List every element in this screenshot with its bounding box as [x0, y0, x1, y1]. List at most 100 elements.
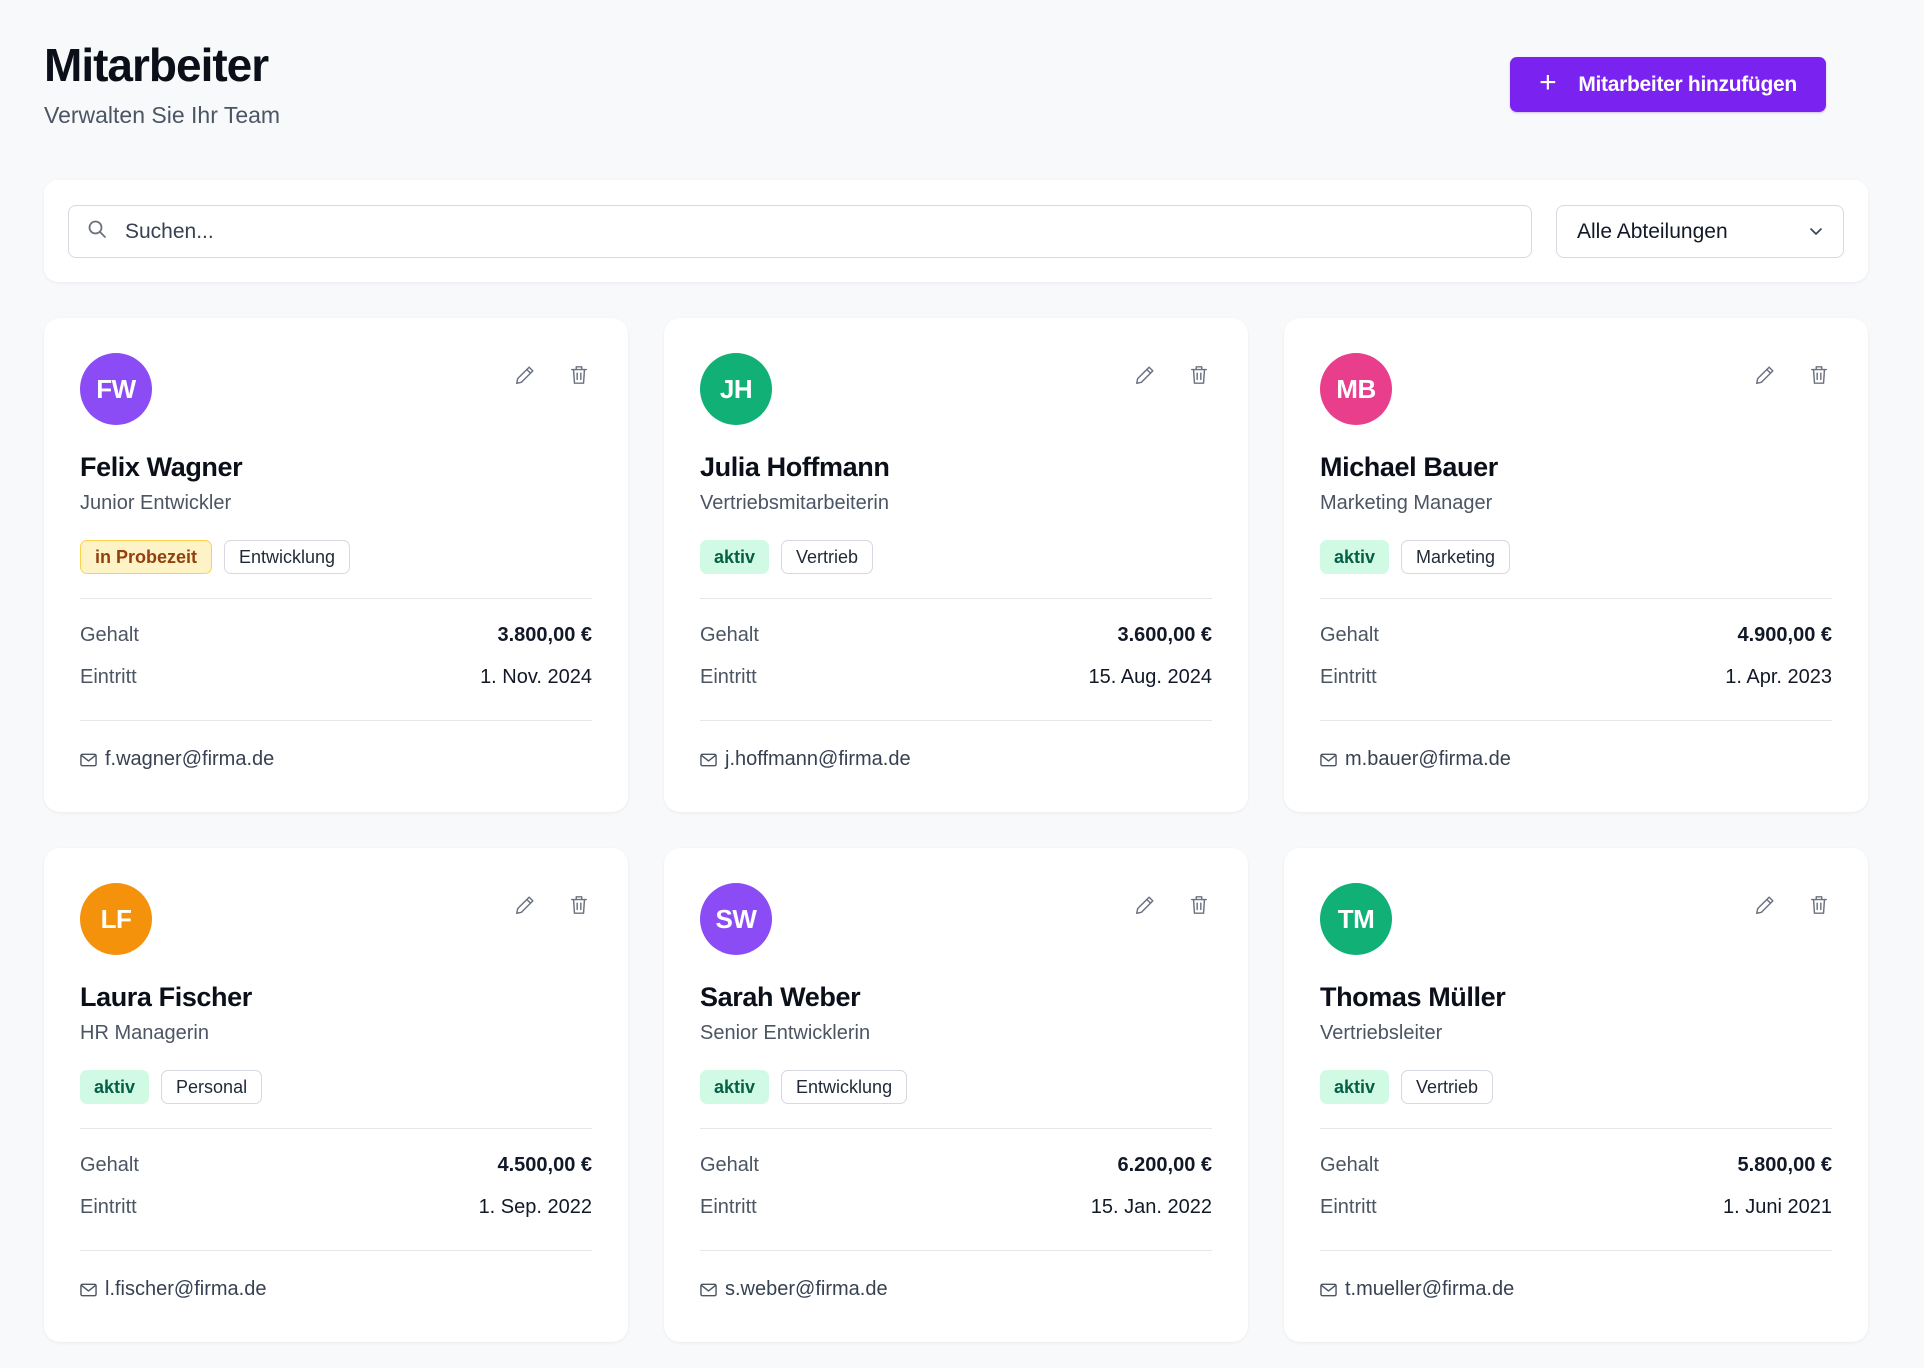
employee-role: HR Managerin — [80, 1022, 209, 1044]
search-input[interactable] — [125, 219, 1505, 244]
avatar-initials: JH — [719, 373, 753, 404]
employee-card: JH Julia Hoffmann Vertriebsmitarbeiterin… — [664, 318, 1248, 812]
delete-button[interactable] — [1806, 892, 1832, 918]
status-badge: aktiv — [700, 540, 770, 574]
email[interactable]: s.weber@firma.de — [700, 1278, 888, 1301]
card-actions — [512, 362, 592, 388]
delete-button[interactable] — [1186, 892, 1212, 918]
employee-card: LF Laura Fischer HR Managerin aktiv Pers… — [44, 848, 628, 1342]
avatar: MB — [1320, 353, 1392, 425]
employee-grid: FW Felix Wagner Junior Entwickler in Pro… — [44, 318, 1868, 1342]
salary-label: Gehalt — [1320, 1154, 1379, 1176]
card-actions — [1132, 362, 1212, 388]
salary-label: Gehalt — [700, 1154, 759, 1176]
avatar: JH — [700, 353, 772, 425]
edit-button[interactable] — [512, 892, 538, 918]
badges: in Probezeit Entwicklung — [80, 540, 351, 574]
email[interactable]: m.bauer@firma.de — [1320, 748, 1511, 771]
salary-row: Gehalt 6.200,00 € — [700, 1154, 1212, 1177]
salary-label: Gehalt — [700, 624, 759, 646]
divider — [80, 598, 592, 599]
email[interactable]: j.hoffmann@firma.de — [700, 748, 911, 771]
salary-row: Gehalt 4.900,00 € — [1320, 624, 1832, 647]
pencil-icon — [516, 896, 534, 914]
card-actions — [512, 892, 592, 918]
email-address: m.bauer@firma.de — [1345, 748, 1511, 770]
employee-role: Vertriebsmitarbeiterin — [700, 492, 889, 514]
trash-icon — [1811, 366, 1827, 384]
delete-button[interactable] — [566, 362, 592, 388]
salary-row: Gehalt 4.500,00 € — [80, 1154, 592, 1177]
card-actions — [1132, 892, 1212, 918]
start-date-row: Eintritt 1. Apr. 2023 — [1320, 666, 1832, 689]
start-date-value: 15. Aug. 2024 — [1088, 666, 1212, 688]
email[interactable]: t.mueller@firma.de — [1320, 1278, 1514, 1301]
salary-value: 6.200,00 € — [1117, 1154, 1212, 1176]
badges: aktiv Entwicklung — [700, 1070, 908, 1104]
divider — [80, 720, 592, 721]
pencil-icon — [1136, 366, 1154, 384]
employee-name: Julia Hoffmann — [700, 452, 890, 482]
avatar: SW — [700, 883, 772, 955]
email[interactable]: f.wagner@firma.de — [80, 748, 274, 771]
email[interactable]: l.fischer@firma.de — [80, 1278, 266, 1301]
delete-button[interactable] — [566, 892, 592, 918]
email-address: l.fischer@firma.de — [105, 1278, 267, 1300]
department-badge: Personal — [161, 1070, 263, 1104]
card-actions — [1752, 362, 1832, 388]
employee-card: MB Michael Bauer Marketing Manager aktiv… — [1284, 318, 1868, 812]
divider — [700, 720, 1212, 721]
avatar-initials: FW — [96, 373, 136, 404]
divider — [700, 1128, 1212, 1129]
employee-name: Thomas Müller — [1320, 982, 1506, 1012]
start-date-value: 1. Juni 2021 — [1723, 1196, 1832, 1218]
department-select[interactable]: Alle Abteilungen — [1556, 205, 1844, 258]
department-badge: Marketing — [1401, 540, 1511, 574]
start-date-row: Eintritt 1. Nov. 2024 — [80, 666, 592, 689]
status-badge: aktiv — [700, 1070, 770, 1104]
card-actions — [1752, 892, 1832, 918]
trash-icon — [1191, 366, 1207, 384]
badges: aktiv Vertrieb — [700, 540, 874, 574]
salary-value: 3.800,00 € — [497, 624, 592, 646]
start-date-value: 1. Sep. 2022 — [478, 1196, 592, 1218]
start-date-value: 15. Jan. 2022 — [1090, 1196, 1212, 1218]
employee-role: Senior Entwicklerin — [700, 1022, 871, 1044]
divider — [700, 1250, 1212, 1251]
trash-icon — [1811, 896, 1827, 914]
search-box[interactable] — [68, 205, 1532, 258]
edit-button[interactable] — [1132, 892, 1158, 918]
email-address: s.weber@firma.de — [725, 1278, 888, 1300]
avatar-initials: TM — [1337, 903, 1375, 934]
badges: aktiv Personal — [80, 1070, 263, 1104]
delete-button[interactable] — [1806, 362, 1832, 388]
page-subtitle: Verwalten Sie Ihr Team — [44, 102, 281, 128]
page-title: Mitarbeiter — [44, 39, 269, 91]
avatar: TM — [1320, 883, 1392, 955]
delete-button[interactable] — [1186, 362, 1212, 388]
salary-label: Gehalt — [80, 624, 139, 646]
page-header: Mitarbeiter Verwalten Sie Ihr Team + Mit… — [44, 0, 1880, 160]
pencil-icon — [1136, 896, 1154, 914]
edit-button[interactable] — [1132, 362, 1158, 388]
mail-icon — [1320, 753, 1337, 766]
employee-card: FW Felix Wagner Junior Entwickler in Pro… — [44, 318, 628, 812]
start-date-label: Eintritt — [700, 666, 757, 688]
avatar-initials: SW — [715, 903, 757, 934]
start-date-value: 1. Nov. 2024 — [480, 666, 592, 688]
mail-icon — [80, 1283, 97, 1296]
department-select-value: Alle Abteilungen — [1577, 219, 1728, 243]
mail-icon — [700, 753, 717, 766]
add-employee-button[interactable]: + Mitarbeiter hinzufügen — [1510, 57, 1826, 112]
badges: aktiv Marketing — [1320, 540, 1511, 574]
employee-name: Laura Fischer — [80, 982, 252, 1012]
avatar-initials: LF — [100, 903, 132, 934]
divider — [80, 1128, 592, 1129]
avatar-initials: MB — [1336, 373, 1376, 404]
edit-button[interactable] — [1752, 892, 1778, 918]
edit-button[interactable] — [1752, 362, 1778, 388]
salary-row: Gehalt 3.800,00 € — [80, 624, 592, 647]
edit-button[interactable] — [512, 362, 538, 388]
start-date-row: Eintritt 15. Jan. 2022 — [700, 1196, 1212, 1219]
